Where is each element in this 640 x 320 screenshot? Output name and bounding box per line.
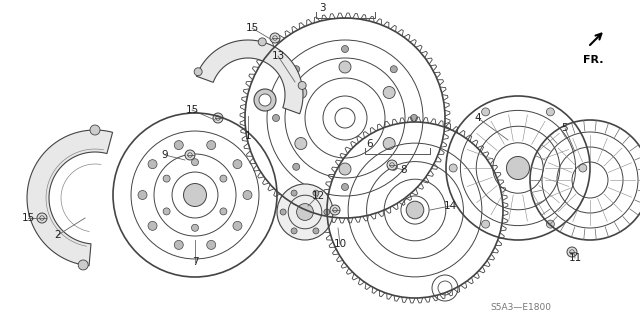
Circle shape <box>213 113 223 123</box>
Circle shape <box>148 160 157 169</box>
Text: 4: 4 <box>475 113 481 123</box>
Text: 12: 12 <box>312 191 324 201</box>
Polygon shape <box>196 40 303 114</box>
Text: 15: 15 <box>21 213 35 223</box>
Circle shape <box>239 12 451 224</box>
Text: 14: 14 <box>444 201 456 211</box>
Circle shape <box>184 184 207 206</box>
Text: 15: 15 <box>245 23 259 33</box>
Text: 3: 3 <box>319 3 325 13</box>
Circle shape <box>163 208 170 215</box>
Circle shape <box>258 38 266 46</box>
Circle shape <box>482 220 490 228</box>
Circle shape <box>207 240 216 249</box>
Circle shape <box>530 120 640 240</box>
Text: FR.: FR. <box>583 55 604 65</box>
Circle shape <box>339 163 351 175</box>
Circle shape <box>220 175 227 182</box>
Circle shape <box>207 140 216 149</box>
Circle shape <box>138 190 147 199</box>
Circle shape <box>295 86 307 99</box>
Circle shape <box>446 96 590 240</box>
Circle shape <box>191 224 198 231</box>
Circle shape <box>387 160 397 170</box>
Circle shape <box>579 164 587 172</box>
Circle shape <box>342 183 349 190</box>
Polygon shape <box>27 130 113 266</box>
Circle shape <box>547 108 554 116</box>
Text: S5A3—E1800: S5A3—E1800 <box>490 303 551 313</box>
Circle shape <box>194 68 202 76</box>
Circle shape <box>280 209 286 215</box>
Circle shape <box>330 205 340 215</box>
Circle shape <box>547 220 554 228</box>
Text: 15: 15 <box>186 105 198 115</box>
Text: 9: 9 <box>162 150 168 160</box>
Circle shape <box>220 208 227 215</box>
Text: 8: 8 <box>401 165 407 175</box>
Circle shape <box>342 45 349 52</box>
Text: 2: 2 <box>54 230 61 240</box>
Text: 6: 6 <box>367 139 373 149</box>
Circle shape <box>148 221 157 230</box>
Circle shape <box>243 190 252 199</box>
Circle shape <box>449 164 457 172</box>
Circle shape <box>298 82 306 90</box>
Circle shape <box>37 213 47 223</box>
Circle shape <box>259 94 271 106</box>
Text: 10: 10 <box>333 239 347 249</box>
Circle shape <box>174 140 183 149</box>
Circle shape <box>383 138 395 149</box>
Circle shape <box>78 260 88 270</box>
Text: 1: 1 <box>244 131 252 141</box>
Circle shape <box>277 184 333 240</box>
Circle shape <box>295 138 307 149</box>
Circle shape <box>406 201 424 219</box>
Circle shape <box>296 204 314 220</box>
Circle shape <box>273 115 280 122</box>
Circle shape <box>567 247 577 257</box>
Circle shape <box>191 159 198 166</box>
Circle shape <box>90 125 100 135</box>
Text: 11: 11 <box>568 253 582 263</box>
Circle shape <box>322 117 508 303</box>
Circle shape <box>185 150 195 160</box>
Text: 13: 13 <box>271 51 285 61</box>
Circle shape <box>292 163 300 170</box>
Circle shape <box>292 66 300 73</box>
Circle shape <box>291 228 297 234</box>
Circle shape <box>313 228 319 234</box>
Circle shape <box>410 115 417 122</box>
Circle shape <box>270 33 280 43</box>
Circle shape <box>390 66 397 73</box>
Text: 7: 7 <box>192 257 198 267</box>
Circle shape <box>291 190 297 196</box>
Circle shape <box>163 175 170 182</box>
Circle shape <box>339 61 351 73</box>
Circle shape <box>481 108 490 116</box>
Circle shape <box>113 113 277 277</box>
Circle shape <box>383 86 395 99</box>
Circle shape <box>313 190 319 196</box>
Circle shape <box>174 240 183 249</box>
Circle shape <box>233 221 242 230</box>
Circle shape <box>254 89 276 111</box>
Circle shape <box>324 209 330 215</box>
Circle shape <box>233 160 242 169</box>
Circle shape <box>390 163 397 170</box>
Circle shape <box>506 156 529 180</box>
Text: 5: 5 <box>562 123 568 133</box>
